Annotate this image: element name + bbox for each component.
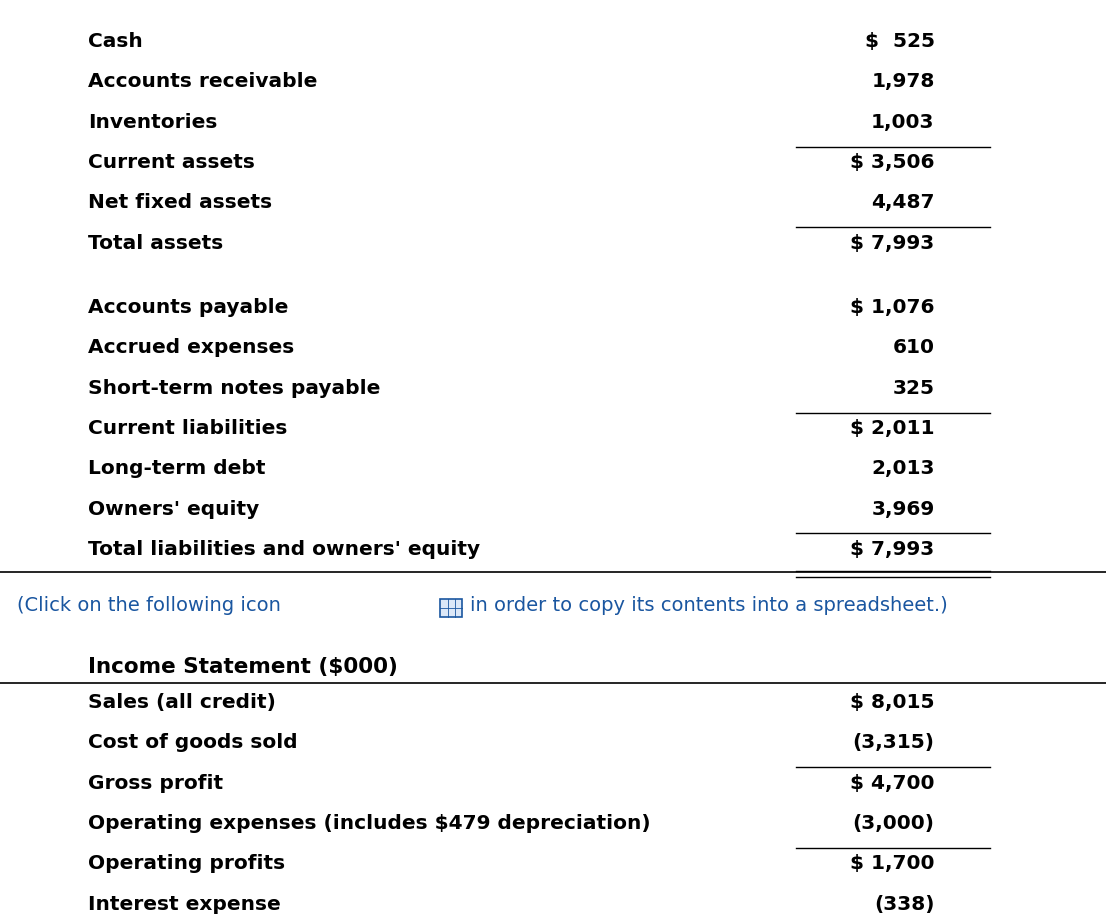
Text: in order to copy its contents into a spreadsheet.): in order to copy its contents into a spr… bbox=[470, 596, 948, 616]
Text: Total liabilities and owners' equity: Total liabilities and owners' equity bbox=[88, 540, 481, 559]
Text: $ 4,700: $ 4,700 bbox=[851, 774, 935, 792]
FancyBboxPatch shape bbox=[440, 599, 462, 617]
Text: Net fixed assets: Net fixed assets bbox=[88, 193, 272, 213]
Text: $ 7,993: $ 7,993 bbox=[851, 540, 935, 559]
Text: Cost of goods sold: Cost of goods sold bbox=[88, 734, 299, 752]
Text: Income Statement ($000): Income Statement ($000) bbox=[88, 657, 398, 677]
Text: Short-term notes payable: Short-term notes payable bbox=[88, 378, 380, 398]
Text: $ 8,015: $ 8,015 bbox=[851, 693, 935, 712]
Text: $ 1,700: $ 1,700 bbox=[851, 855, 935, 873]
Text: (338): (338) bbox=[874, 895, 935, 913]
Text: Total assets: Total assets bbox=[88, 234, 223, 253]
Text: Sales (all credit): Sales (all credit) bbox=[88, 693, 276, 712]
Text: $ 1,076: $ 1,076 bbox=[851, 298, 935, 317]
Text: 4,487: 4,487 bbox=[872, 193, 935, 213]
Text: 325: 325 bbox=[893, 378, 935, 398]
Text: Inventories: Inventories bbox=[88, 113, 218, 132]
Text: Accounts payable: Accounts payable bbox=[88, 298, 289, 317]
Text: Owners' equity: Owners' equity bbox=[88, 499, 260, 518]
Text: Cash: Cash bbox=[88, 32, 144, 51]
Text: Operating profits: Operating profits bbox=[88, 855, 285, 873]
Text: Interest expense: Interest expense bbox=[88, 895, 281, 913]
Text: 610: 610 bbox=[893, 338, 935, 357]
Text: $  525: $ 525 bbox=[865, 32, 935, 51]
Text: (Click on the following icon: (Click on the following icon bbox=[17, 596, 281, 616]
Text: Accrued expenses: Accrued expenses bbox=[88, 338, 294, 357]
Text: 2,013: 2,013 bbox=[872, 459, 935, 478]
Text: (3,315): (3,315) bbox=[853, 734, 935, 752]
Text: 1,978: 1,978 bbox=[872, 72, 935, 92]
Text: 3,969: 3,969 bbox=[872, 499, 935, 518]
Text: Current liabilities: Current liabilities bbox=[88, 419, 288, 438]
Text: Gross profit: Gross profit bbox=[88, 774, 223, 792]
Text: Operating expenses (includes $479 depreciation): Operating expenses (includes $479 deprec… bbox=[88, 814, 651, 833]
Text: 1,003: 1,003 bbox=[872, 113, 935, 132]
Text: $ 3,506: $ 3,506 bbox=[851, 153, 935, 172]
Text: $ 7,993: $ 7,993 bbox=[851, 234, 935, 253]
Text: Accounts receivable: Accounts receivable bbox=[88, 72, 317, 92]
Text: Long-term debt: Long-term debt bbox=[88, 459, 265, 478]
Text: (3,000): (3,000) bbox=[853, 814, 935, 833]
Text: $ 2,011: $ 2,011 bbox=[851, 419, 935, 438]
Text: Current assets: Current assets bbox=[88, 153, 255, 172]
